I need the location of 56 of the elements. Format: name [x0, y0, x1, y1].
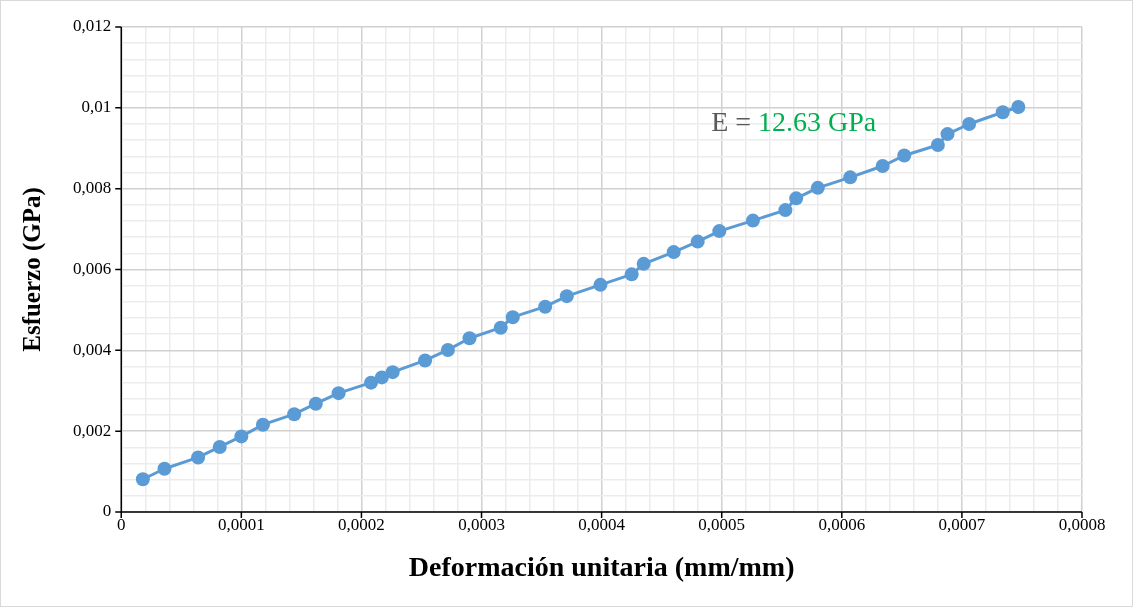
- point: [897, 148, 912, 163]
- point: [666, 245, 681, 260]
- y-tick-label: 0,002: [73, 420, 112, 440]
- y-tick-label: 0,006: [73, 258, 112, 278]
- point: [712, 224, 727, 239]
- y-tick-label: 0: [102, 501, 112, 521]
- point: [962, 117, 977, 131]
- point: [440, 342, 455, 357]
- point: [810, 180, 825, 195]
- point: [789, 191, 804, 206]
- y-tick-label: 0,008: [73, 178, 112, 198]
- point: [538, 299, 553, 314]
- y-tick-label: 0,004: [73, 339, 112, 359]
- point: [418, 353, 433, 368]
- point: [875, 159, 890, 174]
- x-tick-label: 0,0007: [938, 514, 986, 534]
- point: [1011, 100, 1026, 115]
- point: [690, 234, 705, 249]
- point: [234, 429, 249, 444]
- point: [559, 289, 574, 304]
- point: [593, 277, 608, 292]
- point: [157, 461, 172, 476]
- point: [374, 370, 389, 385]
- point: [308, 396, 323, 411]
- point: [462, 331, 477, 346]
- x-tick-label: 0,0006: [818, 514, 866, 534]
- point: [331, 386, 346, 401]
- point: [843, 170, 858, 185]
- point: [212, 439, 227, 454]
- x-tick-label: 0,0008: [1058, 514, 1106, 534]
- x-tick-label: 0,0004: [578, 514, 626, 534]
- point: [636, 256, 651, 271]
- point: [191, 450, 206, 465]
- x-tick-label: 0: [117, 514, 126, 534]
- point: [505, 310, 520, 325]
- point: [364, 375, 379, 390]
- x-tick-label: 0,0001: [217, 514, 265, 534]
- point: [995, 105, 1010, 120]
- point: [940, 127, 955, 142]
- point: [624, 267, 639, 282]
- annotation: E = 12.63 GPa: [711, 106, 877, 138]
- y-tick-label: 0,012: [73, 16, 112, 36]
- x-tick-label: 0,0003: [458, 514, 505, 534]
- point: [745, 213, 760, 228]
- x-tick-label: 0,0005: [698, 514, 746, 534]
- point: [930, 138, 945, 153]
- x-tick-label: 0,0002: [338, 514, 385, 534]
- point: [778, 203, 793, 218]
- x-axis-title: Deformación unitaria (mm/mm): [408, 551, 795, 583]
- y-axis-title: Esfuerzo (GPa): [18, 187, 47, 352]
- point: [385, 365, 400, 380]
- point: [135, 472, 150, 487]
- point: [493, 320, 508, 335]
- point: [287, 407, 302, 422]
- y-tick-label: 0,01: [81, 97, 112, 117]
- point: [255, 417, 270, 432]
